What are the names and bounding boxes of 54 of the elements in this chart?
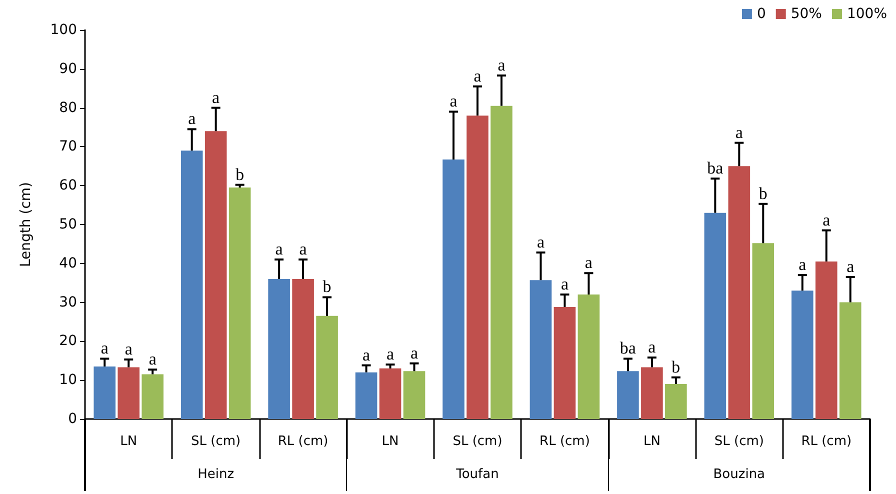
data-label: a	[735, 122, 744, 142]
x-tick-label: RL (cm)	[801, 434, 852, 449]
y-tick-label: 80	[59, 100, 77, 116]
x-tick-label: LN	[643, 434, 660, 449]
data-label: a	[148, 350, 157, 369]
x-tick-label: LN	[382, 434, 399, 449]
legend-label: 50%	[790, 6, 822, 22]
y-tick-label: 0	[68, 411, 77, 427]
legend-label: 0	[756, 6, 766, 22]
x-tick-label: LN	[120, 434, 138, 449]
data-label: a	[560, 274, 569, 294]
x-tick-label: SL (cm)	[452, 434, 502, 449]
x-tick-label: RL (cm)	[540, 434, 590, 449]
y-tick-label: 30	[59, 294, 77, 310]
x-tick-label: SL (cm)	[714, 434, 764, 449]
data-label: a	[450, 92, 458, 111]
data-label: ba	[707, 158, 724, 178]
x-tick-label: RL (cm)	[278, 434, 328, 449]
data-label: a	[584, 253, 593, 272]
data-label: a	[536, 232, 545, 252]
y-tick-label: 50	[59, 216, 77, 232]
data-label: a	[386, 344, 395, 364]
data-label: a	[362, 345, 371, 364]
data-label: a	[212, 88, 220, 107]
data-label: a	[846, 257, 855, 276]
text: Heinz	[196, 467, 236, 482]
data-label: b	[236, 164, 244, 184]
y-tick-label: 10	[59, 372, 77, 388]
data-label: b	[672, 357, 680, 376]
x-tick-label: SL (cm)	[191, 434, 241, 449]
y-tick-label: 40	[59, 255, 77, 272]
y-tick-label: 20	[59, 333, 77, 350]
data-label: a	[798, 255, 807, 274]
data-label: a	[474, 66, 482, 86]
text: Toufan	[455, 467, 500, 482]
data-label: a	[100, 338, 109, 358]
data-label: a	[275, 240, 284, 259]
data-label: a	[124, 339, 133, 358]
y-tick-label: 90	[59, 60, 77, 77]
data-label: a	[299, 240, 308, 259]
data-label: ba	[620, 338, 636, 358]
data-label: a	[410, 343, 418, 362]
data-label: a	[822, 210, 831, 230]
data-label: b	[322, 277, 332, 296]
data-label: a	[188, 109, 196, 128]
data-label: b	[758, 184, 768, 203]
y-tick-label: 70	[59, 138, 77, 155]
legend-label: 100%	[846, 6, 888, 22]
data-label: a	[648, 338, 656, 357]
y-tick-label: 60	[59, 178, 77, 194]
y-axis-title: Length (cm)	[18, 182, 34, 267]
text: Bouzina	[712, 467, 766, 482]
y-tick-label: 100	[50, 22, 77, 38]
data-label: a	[498, 56, 506, 75]
